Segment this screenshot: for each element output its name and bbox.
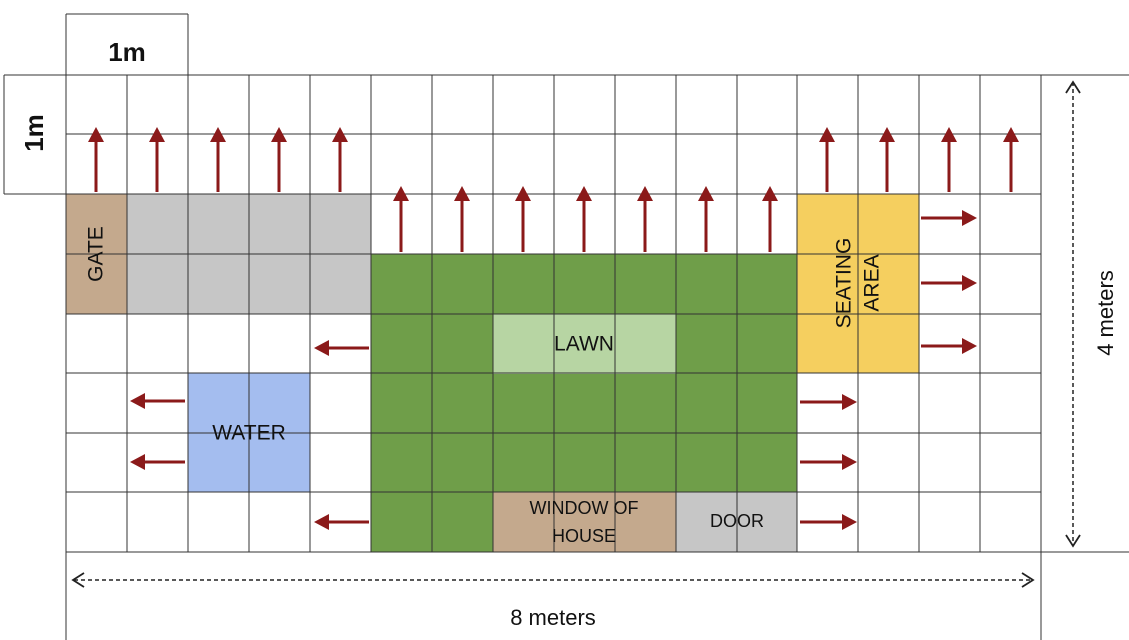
arrow-right-icon (800, 514, 857, 530)
arrow-right-icon (921, 210, 977, 226)
lawn-label-zone (493, 314, 676, 374)
window-label-line1: WINDOW OF (530, 498, 639, 518)
arrow-right-icon (800, 394, 857, 410)
arrow-up-icon (149, 127, 165, 192)
arrow-up-icon (698, 186, 714, 252)
arrow-right-icon (921, 275, 977, 291)
door-label: DOOR (710, 511, 764, 531)
gate-label: GATE (85, 226, 108, 282)
arrow-up-icon (454, 186, 470, 252)
window-zone (493, 492, 676, 552)
height-arrow-top-icon (1065, 80, 1081, 94)
lawn-label: LAWN (554, 333, 614, 356)
arrow-up-icon (819, 127, 835, 192)
arrow-up-icon (1003, 127, 1019, 192)
arrow-left-icon (130, 454, 185, 470)
arrow-right-icon (921, 338, 977, 354)
arrow-left-icon (314, 340, 369, 356)
water-label: WATER (212, 422, 286, 445)
seating-label-line1: SEATING (833, 238, 856, 329)
width-dimension: 8 meters (71, 572, 1035, 630)
arrows-layer (88, 127, 1019, 530)
arrow-right-icon (800, 454, 857, 470)
arrow-up-icon (271, 127, 287, 192)
arrow-up-icon (637, 186, 653, 252)
window-label-line2: HOUSE (552, 526, 616, 546)
arrow-up-icon (210, 127, 226, 192)
horizontal-unit-label: 1m (108, 37, 146, 67)
width-arrow-left-icon (71, 572, 85, 588)
arrow-up-icon (762, 186, 778, 252)
arrow-left-icon (314, 514, 369, 530)
arrow-up-icon (576, 186, 592, 252)
width-arrow-right-icon (1021, 572, 1035, 588)
grid-lines (3, 13, 1129, 640)
vertical-unit-label: 1m (19, 114, 49, 152)
arrow-left-icon (130, 393, 185, 409)
arrow-up-icon (515, 186, 531, 252)
seating-label-line2: AREA (861, 254, 884, 311)
arrow-up-icon (941, 127, 957, 192)
arrow-up-icon (393, 186, 409, 252)
height-label: 4 meters (1093, 270, 1118, 356)
width-label: 8 meters (510, 605, 596, 630)
arrow-up-icon (879, 127, 895, 192)
arrow-up-icon (88, 127, 104, 192)
height-arrow-bottom-icon (1065, 534, 1081, 548)
height-dimension: 4 meters (1065, 80, 1118, 548)
arrow-up-icon (332, 127, 348, 192)
